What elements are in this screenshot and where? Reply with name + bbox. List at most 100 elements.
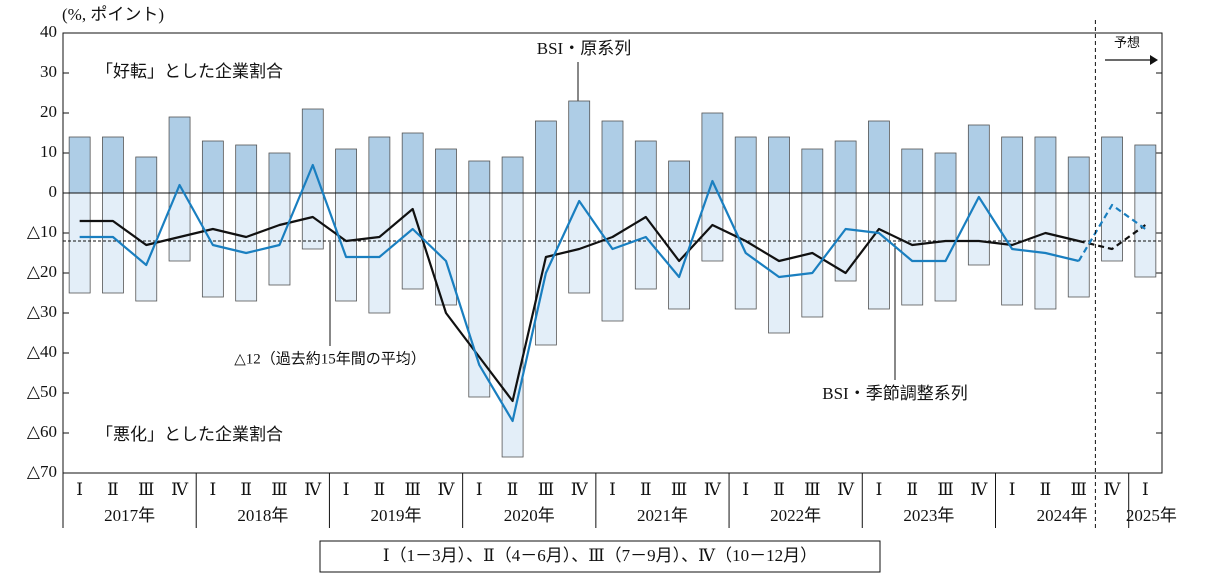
x-tick-label: Ⅱ [507,480,519,499]
bar [934,152,957,194]
bar [1134,192,1157,278]
bar [1067,192,1090,298]
bar [668,160,691,194]
y-tick-label: △30 [27,302,57,321]
bar [401,132,424,194]
x-tick-label: Ⅲ [404,480,420,499]
x-tick-label: Ⅲ [937,480,953,499]
x-tick-label: Ⅱ [640,480,652,499]
year-label: 2021年 [637,506,688,525]
bar [335,192,357,302]
x-tick-label: Ⅱ [240,480,252,499]
x-tick-label: Ⅱ [374,480,386,499]
x-tick-label: Ⅰ [742,480,749,499]
year-label: 2023年 [903,506,954,525]
forecast-line [1077,203,1146,262]
bar [68,136,91,194]
bar [268,192,291,286]
x-tick-label: Ⅰ [1142,480,1149,499]
year-label: 2024年 [1037,506,1088,525]
bar [102,136,124,194]
bar [768,192,790,334]
x-tick-label: Ⅳ [171,480,189,499]
bar [534,192,557,346]
bar [634,140,657,194]
bar [268,152,291,194]
unit-label: (%, ポイント) [62,5,164,24]
bar [1067,156,1090,194]
bar [1101,136,1123,194]
y-tick-label: 20 [40,102,57,121]
y-tick-label: △50 [27,382,57,401]
x-tick-label: Ⅰ [343,480,350,499]
year-label: 2017年 [104,506,155,525]
bar [501,156,524,194]
y-tick-label: 0 [49,182,58,201]
bar-label: 「悪化」とした企業割合 [96,425,283,444]
plot-frame [62,32,1163,474]
bar [1034,192,1057,310]
x-tick-label: Ⅲ [804,480,820,499]
bar [1134,144,1157,194]
bar [468,160,491,194]
line-label: BSI・原系列 [537,39,631,58]
y-tick-label: 10 [40,142,57,161]
bar [801,148,824,194]
x-tick-label: Ⅲ [538,480,554,499]
bar [235,144,258,194]
y-tick-label: △70 [27,462,57,481]
footnote-box [319,540,881,573]
bar [601,192,624,322]
bar [568,192,591,294]
bar [135,156,158,194]
y-tick-label: △20 [27,262,57,281]
bar [68,192,91,294]
forecast-label: 予想 [1114,35,1140,50]
bar [568,100,591,194]
bar [901,192,924,306]
line-label: BSI・季節調整系列 [822,384,967,403]
x-tick-label: Ⅰ [876,480,883,499]
bar [834,140,857,194]
forecast-arrow-head [1150,55,1158,65]
x-tick-label: Ⅲ [271,480,287,499]
bar-label: 「好転」とした企業割合 [96,62,283,81]
bar [1001,136,1024,194]
bar [1034,136,1057,194]
bar [768,136,790,194]
bar [168,116,191,194]
bar [868,192,890,310]
x-tick-label: Ⅲ [1071,480,1087,499]
bar [435,148,457,194]
bar [235,192,258,302]
line [79,207,1079,403]
bar [901,148,924,194]
bar [868,120,890,194]
bar [734,136,757,194]
x-tick-label: Ⅰ [1009,480,1016,499]
x-tick-label: Ⅱ [107,480,119,499]
bar [368,192,391,314]
x-tick-label: Ⅰ [76,480,83,499]
y-tick-label: 40 [40,22,57,41]
bar [368,136,391,194]
x-tick-label: Ⅳ [1104,480,1122,499]
y-tick-label: △60 [27,422,57,441]
year-label: 2019年 [371,506,422,525]
x-tick-label: Ⅲ [138,480,154,499]
bar [967,124,990,194]
line [79,163,1079,423]
x-tick-label: Ⅰ [476,480,483,499]
x-tick-label: Ⅳ [571,480,589,499]
footnote: Ⅰ（1－3月）、Ⅱ（4－6月）、Ⅲ（7－9月）、Ⅳ（10－12月） [383,546,817,565]
bar [534,120,557,194]
y-tick-label: 30 [40,62,57,81]
reference-label: △12（過去約15年間の平均） [234,350,426,367]
x-tick-label: Ⅳ [970,480,988,499]
x-tick-label: Ⅱ [773,480,785,499]
bar [601,120,624,194]
x-tick-label: Ⅳ [837,480,855,499]
year-label: 2018年 [237,506,288,525]
x-tick-label: Ⅰ [609,480,616,499]
